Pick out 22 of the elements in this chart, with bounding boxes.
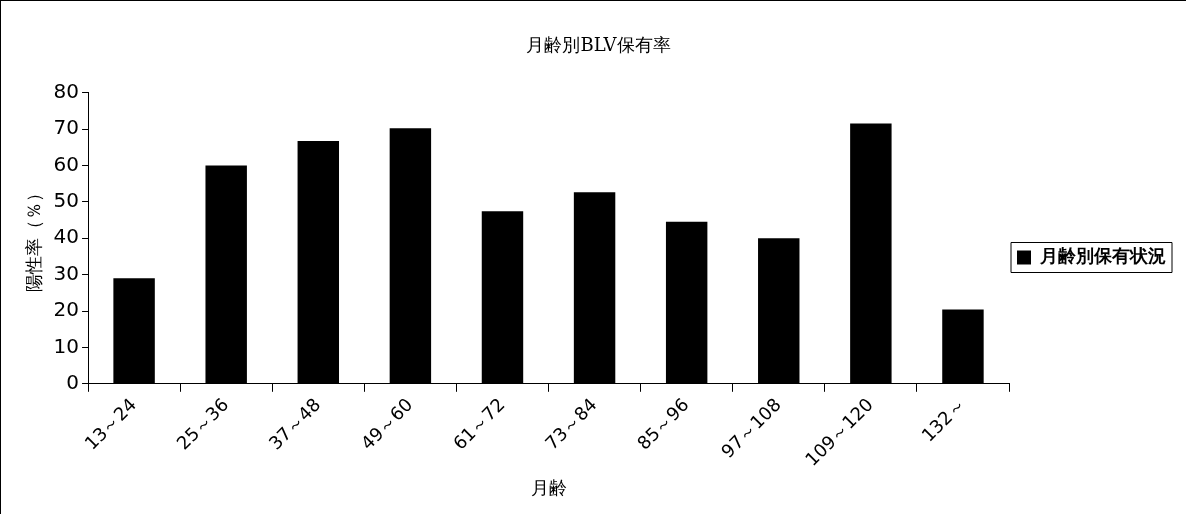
y-tick-label: 20	[53, 297, 80, 322]
y-tick-label: 50	[53, 188, 80, 213]
y-tick-label: 10	[53, 333, 80, 358]
x-tick-label: 61～72	[448, 393, 509, 454]
y-tick-label: 60	[53, 151, 80, 176]
x-tick-label: 85～96	[632, 393, 693, 454]
y-axis-title: 陽性率（％）	[23, 184, 45, 293]
x-tick-label: 49～60	[356, 393, 417, 454]
y-tick-label: 0	[66, 370, 80, 395]
y-tick-label: 80	[53, 78, 80, 103]
legend-label: 月齢別保有状況	[1039, 245, 1166, 267]
x-tick-label: 109～120	[800, 393, 877, 470]
x-tick-label: 37～48	[264, 393, 325, 454]
x-tick-label: 13～24	[80, 393, 141, 454]
y-tick-label: 70	[53, 115, 80, 140]
chart-title: 月齢別BLV保有率	[526, 34, 671, 56]
x-tick-label: 73～84	[540, 393, 601, 454]
y-tick-label: 40	[53, 224, 80, 249]
y-tick-label: 30	[53, 260, 80, 285]
x-tick-label: 132～	[917, 393, 970, 446]
x-tick-label: 25～36	[172, 393, 233, 454]
x-axis-title: 月齢	[530, 476, 567, 498]
